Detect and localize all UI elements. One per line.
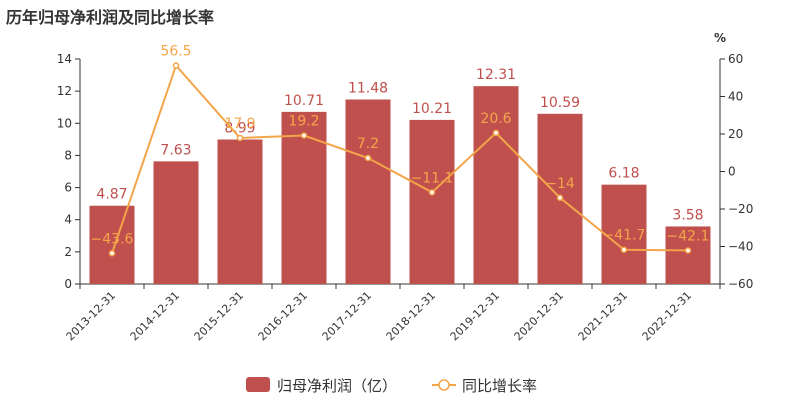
bar [345,99,391,284]
line-data-label: 17.9 [224,116,255,132]
line-data-label: 20.6 [480,111,511,127]
bar-data-label: 10.21 [412,101,452,117]
line-data-label: 19.2 [288,114,319,130]
line-data-label: −41.7 [603,228,646,244]
line-data-label: −42.1 [667,228,710,244]
y-right-tick-label: −60 [728,277,753,291]
y-right-tick-label: 20 [728,127,743,141]
bar [153,161,199,284]
x-tick-label: 2017-12-31 [320,289,374,343]
growth-line [111,63,689,254]
bar-data-label: 8.99 [224,121,255,137]
y-right-tick-label: 60 [728,52,743,66]
line-data-label: −14 [545,176,575,192]
legend-bar-swatch[interactable] [246,377,270,392]
bar [473,86,519,285]
y-left-tick-label: 8 [64,148,72,162]
x-tick-label: 2013-12-31 [64,289,118,343]
line-point [428,189,436,196]
y-right-tick-label: 0 [728,165,736,179]
line-point [492,129,500,137]
bar-data-label: 12.31 [476,67,516,83]
y-right-unit: % [714,31,726,45]
line-point [108,250,116,257]
line-point [300,132,308,139]
x-tick-label: 2015-12-31 [192,289,246,343]
y-right-tick-label: 40 [728,90,743,104]
bar-data-label: 4.87 [96,187,127,203]
x-tick-label: 2018-12-31 [384,289,438,343]
bar-data-label: 7.63 [160,142,191,158]
bar-data-label: 10.71 [284,93,324,109]
line-point [364,154,372,162]
bar-data-label: 11.48 [348,81,388,97]
y-left-tick-label: 14 [57,52,72,66]
bar-data-label: 3.58 [672,207,703,223]
bar [665,226,711,284]
line-data-label: 56.5 [160,44,191,60]
legend-bar-label[interactable]: 归母净利润（亿） [277,377,397,395]
y-right-tick-label: −20 [728,202,753,216]
y-left-tick-label: 6 [64,181,72,195]
bar-data-label: 6.18 [608,166,639,182]
bar [409,119,455,285]
x-tick-label: 2020-12-31 [512,289,566,343]
x-tick-label: 2014-12-31 [128,289,182,343]
line-point [236,134,244,142]
y-left-tick-label: 0 [64,277,72,291]
legend-line-marker[interactable] [438,379,450,391]
line-point [556,194,564,201]
bar [217,139,263,284]
y-left-tick-label: 10 [57,116,72,130]
legend-line-label[interactable]: 同比增长率 [462,377,537,395]
y-left-tick-label: 4 [64,213,72,227]
chart-title: 历年归母净利润及同比增长率 [6,8,215,27]
line-data-label: −43.6 [91,231,134,247]
x-tick-label: 2019-12-31 [448,289,502,343]
bar-data-label: 10.59 [540,95,580,111]
x-tick-label: 2016-12-31 [256,289,310,343]
y-left-tick-label: 12 [57,84,72,98]
y-right-tick-label: −40 [728,240,753,254]
x-tick-label: 2022-12-31 [640,289,694,343]
line-point [620,246,628,253]
line-data-label: 7.2 [357,136,379,152]
x-tick-label: 2021-12-31 [576,289,630,343]
line-point [684,247,692,254]
bar [601,184,647,284]
y-left-tick-label: 2 [64,245,72,259]
line-data-label: −11.1 [411,170,454,186]
bar [89,205,135,284]
line-point [172,62,180,69]
